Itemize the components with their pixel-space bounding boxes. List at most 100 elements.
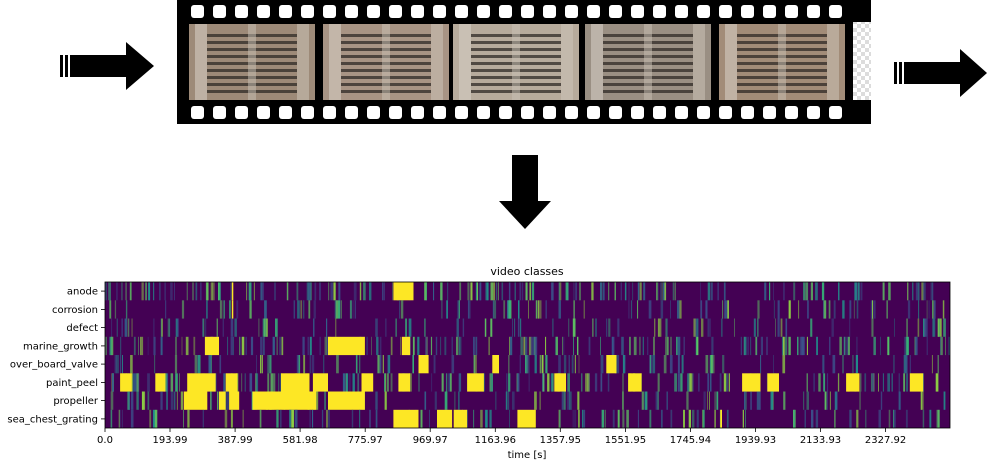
heatmap-stripe [489, 373, 491, 392]
heatmap-stripe [341, 300, 342, 319]
heatmap-stripe [907, 300, 911, 319]
heatmap-stripe [633, 336, 637, 356]
heatmap-stripe [352, 300, 354, 319]
heatmap-stripe [420, 409, 423, 429]
heatmap-stripe [813, 373, 815, 392]
heatmap-stripe [888, 409, 891, 429]
heatmap-stripe [335, 300, 339, 319]
heatmap-stripe [545, 336, 547, 356]
heatmap-stripe [710, 282, 713, 301]
heatmap-stripe [342, 373, 346, 392]
heatmap-stripe [328, 409, 330, 429]
heatmap-stripe [430, 336, 433, 356]
heatmap-stripe [834, 409, 836, 429]
heatmap-stripe [149, 409, 152, 429]
heatmap-stripe [711, 355, 714, 374]
heatmap-stripe [558, 282, 560, 301]
heatmap-stripe [614, 282, 616, 301]
heatmap-stripe [276, 409, 279, 429]
heatmap-stripe [722, 355, 725, 374]
heatmap-stripe [677, 373, 680, 392]
heatmap-stripe [760, 336, 763, 356]
heatmap-stripe [723, 282, 726, 301]
heatmap-stripe [433, 282, 435, 301]
heatmap-stripe [832, 355, 836, 374]
heatmap-stripe [520, 336, 523, 356]
heatmap-stripe [457, 318, 459, 337]
heatmap-stripe [321, 409, 324, 429]
heatmap-stripe [458, 391, 460, 410]
x-tick-label: 193.99 [153, 435, 188, 446]
heatmap-stripe [279, 336, 282, 356]
heatmap-stripe [338, 282, 341, 301]
heatmap-stripe [280, 409, 282, 429]
heatmap-stripe [140, 336, 141, 356]
heatmap-stripe [568, 355, 570, 374]
heatmap-stripe [530, 336, 534, 356]
heatmap-segment-paint_peel [628, 373, 642, 392]
heatmap-stripe [181, 300, 185, 319]
heatmap-segment-propeller [183, 391, 208, 410]
heatmap-stripe [281, 336, 284, 356]
sprocket-hole [653, 106, 666, 119]
heatmap-stripe [904, 336, 906, 356]
heatmap-stripe [210, 391, 213, 410]
heatmap-stripe [921, 391, 924, 410]
heatmap-stripe [261, 355, 263, 374]
heatmap-stripe [923, 318, 925, 337]
heatmap-stripe [583, 409, 586, 429]
class-label-marine_growth: marine_growth [23, 341, 98, 352]
heatmap-stripe [267, 373, 270, 392]
heatmap-stripe [929, 409, 932, 429]
heatmap-stripe [629, 336, 631, 356]
heatmap-stripe [424, 318, 426, 337]
heatmap-stripe [457, 300, 460, 319]
heatmap-stripe [212, 282, 215, 301]
heatmap-stripe [129, 282, 132, 301]
heatmap-stripe [740, 336, 742, 356]
heatmap-stripe [534, 336, 536, 356]
heatmap-stripe [309, 336, 312, 356]
heatmap-stripe [714, 409, 716, 429]
x-tick-label: 1939.93 [735, 435, 776, 446]
heatmap-stripe [324, 391, 326, 410]
heatmap-stripe [652, 355, 656, 374]
x-axis-label: time [s] [508, 450, 547, 461]
heatmap-stripe [707, 391, 708, 410]
heatmap-stripe [309, 409, 311, 429]
sprocket-hole [301, 106, 314, 119]
heatmap-stripe [111, 318, 113, 337]
heatmap-stripe [484, 318, 487, 337]
down-arrow [499, 155, 551, 229]
heatmap-stripe [617, 409, 620, 429]
heatmap-stripe [230, 336, 234, 356]
heatmap-stripe [563, 355, 567, 374]
film-frames [189, 24, 845, 100]
heatmap-stripe [291, 409, 294, 429]
heatmap-stripe [907, 282, 909, 301]
sprocket-holes-bottom [191, 106, 842, 119]
heatmap-stripe [567, 391, 570, 410]
heatmap-stripe [660, 282, 662, 301]
heatmap-stripe [311, 355, 315, 374]
heatmap-stripe [666, 391, 668, 410]
heatmap-cells [105, 282, 950, 429]
heatmap-stripe [121, 409, 123, 429]
heatmap-stripe [621, 336, 624, 356]
heatmap-stripe [337, 300, 341, 319]
heatmap-stripe [853, 300, 855, 319]
sprocket-hole [741, 5, 754, 18]
chart-title: video classes [490, 265, 564, 278]
sprocket-hole [587, 106, 600, 119]
heatmap-stripe [153, 336, 156, 356]
x-tick-label: 387.99 [218, 435, 253, 446]
heatmap-stripe [601, 409, 604, 429]
heatmap-stripe [579, 282, 581, 301]
heatmap-stripe [525, 336, 528, 356]
heatmap-stripe [649, 409, 652, 429]
heatmap-stripe [793, 282, 796, 301]
heatmap-segment-propeller [229, 391, 240, 410]
heatmap-stripe [937, 409, 940, 429]
heatmap-stripe [622, 355, 625, 374]
heatmap-stripe [426, 282, 427, 301]
